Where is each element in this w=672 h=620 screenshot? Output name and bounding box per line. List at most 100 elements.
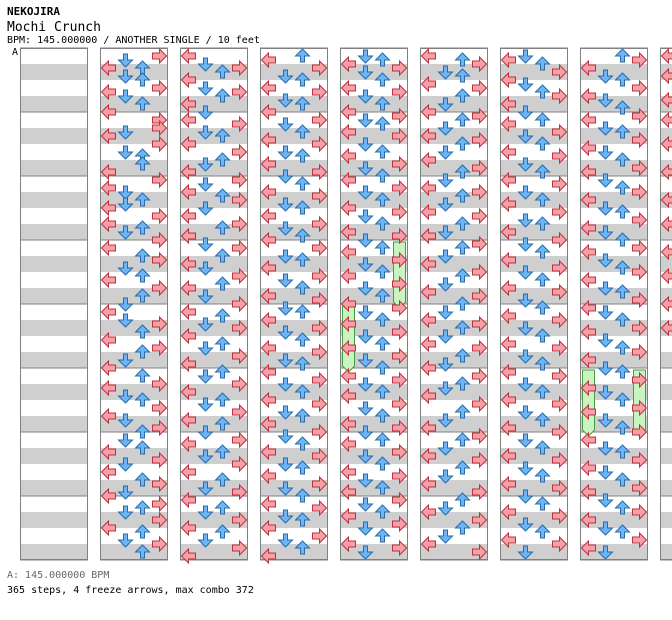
step-arrow-up [534,440,551,455]
step-arrow-up [294,72,311,87]
step-arrow-right [312,291,328,309]
step-arrow-left [660,111,672,129]
beat-stripe [500,512,568,528]
step-arrow-left [180,547,196,565]
step-arrow-left [180,255,196,273]
step-arrow-down [517,405,534,420]
step-arrow-up [134,220,151,235]
step-arrow-right [312,187,328,205]
step-arrow-down [437,97,454,112]
step-arrow-right [152,511,168,529]
beat-stripe [180,160,248,176]
step-arrow-down [597,441,614,456]
beat-stripe [20,192,88,208]
step-arrow-down [517,129,534,144]
step-arrow-right [472,543,488,561]
step-arrow-up [374,408,391,423]
step-arrow-left [180,327,196,345]
beat-stripe [100,544,168,560]
song-title: Mochi Crunch [7,20,101,35]
step-arrow-left [340,367,356,385]
step-arrow-right [392,395,408,413]
step-arrow-down [277,93,294,108]
step-arrow-up [294,384,311,399]
step-arrow-right [552,451,568,469]
beat-stripe [340,448,408,464]
step-arrow-right [632,291,648,309]
step-arrow-right [552,395,568,413]
step-arrow-left [420,387,436,405]
step-arrow-down [117,297,134,312]
step-arrow-down [197,261,214,276]
beat-stripe [100,96,168,112]
step-arrow-down [437,173,454,188]
step-arrow-up [294,176,311,191]
step-arrow-left [260,79,276,97]
beat-stripe [180,128,248,144]
chart-info: BPM: 145.000000 / ANOTHER SINGLE / 10 fe… [7,35,260,46]
step-arrow-right [392,347,408,365]
step-arrow-right [472,55,488,73]
beat-stripe [340,64,408,80]
step-arrow-left [660,163,672,181]
beat-stripe [340,256,408,272]
step-arrow-left [660,191,672,209]
step-arrow-down [117,313,134,328]
step-arrow-left [580,59,596,77]
step-arrow-right [312,111,328,129]
step-arrow-left [420,283,436,301]
step-arrow-left [660,215,672,233]
beat-stripe [180,224,248,240]
beat-stripe [580,352,648,368]
step-arrow-down [517,461,534,476]
step-arrow-left [580,191,596,209]
column-border [580,48,648,560]
beat-stripe [500,256,568,272]
step-arrow-left [580,271,596,289]
step-arrow-left [420,255,436,273]
step-arrow-down [277,249,294,264]
step-arrow-right [232,143,248,161]
beat-stripe [180,384,248,400]
beat-stripe [420,320,488,336]
step-arrow-right [232,83,248,101]
step-arrow-right [232,455,248,473]
step-arrow-up [214,276,231,291]
step-arrow-right [152,495,168,513]
beat-stripe [340,512,408,528]
step-arrow-right [632,531,648,549]
step-arrow-left [260,103,276,121]
step-arrow-left [420,47,436,65]
step-arrow-down [117,533,134,548]
beat-stripe [420,256,488,272]
step-arrow-right [152,251,168,269]
step-arrow-up [454,268,471,283]
step-arrow-left [260,443,276,461]
beat-stripe [580,96,648,112]
step-arrow-up [214,472,231,487]
step-arrow-right [312,395,328,413]
column-border [180,48,248,560]
step-arrow-left [420,227,436,245]
step-arrow-left [180,491,196,509]
step-arrow-left [100,331,116,349]
step-arrow-down [517,185,534,200]
beat-stripe [660,544,672,560]
step-arrow-left [340,243,356,261]
step-arrow-up [214,188,231,203]
step-arrow-down [277,457,294,472]
step-arrow-left [420,103,436,121]
beat-stripe [500,224,568,240]
step-arrow-up [134,324,151,339]
step-arrow-up [294,540,311,555]
step-arrow-down [197,157,214,172]
beat-stripe [340,480,408,496]
step-arrow-down [357,497,374,512]
step-arrow-down [277,377,294,392]
step-arrow-up [294,408,311,423]
step-arrow-up [534,412,551,427]
step-arrow-right [232,267,248,285]
step-arrow-down [437,197,454,212]
chart-column-8 [580,47,648,561]
